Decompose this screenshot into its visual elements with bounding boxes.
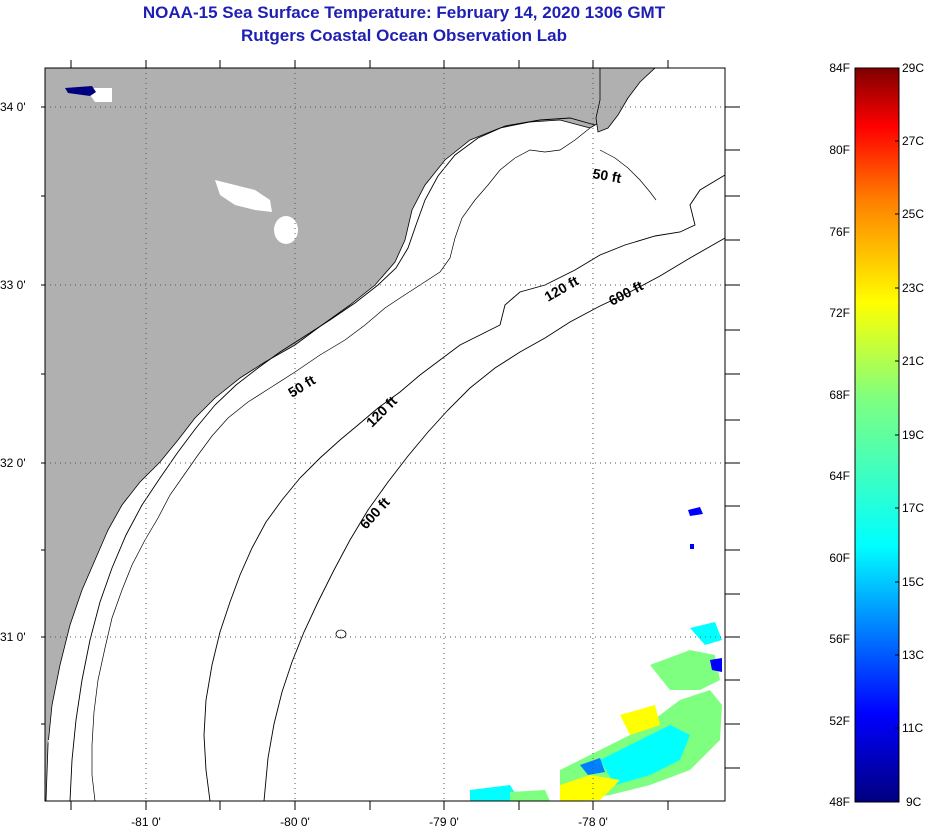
graticule <box>45 68 725 801</box>
coastline-detail <box>91 127 591 801</box>
colorbar-fahrenheit-labels: 84F 80F 76F 72F 68F 64F 60F 56F 52F 48F <box>829 61 850 809</box>
land-nodata-patch <box>48 738 72 755</box>
celsius-label: 11C <box>902 721 923 735</box>
colorbar-ticks <box>895 140 899 729</box>
fahrenheit-label: 52F <box>829 714 850 728</box>
fahrenheit-label: 48F <box>829 795 850 809</box>
contour-label: 50 ft <box>591 165 622 186</box>
lat-label: 32 0' <box>0 456 26 470</box>
fahrenheit-label: 68F <box>829 388 850 402</box>
celsius-label: 29C <box>902 61 924 75</box>
lon-label: -79 0' <box>429 815 459 829</box>
celsius-label: 25C <box>902 207 924 221</box>
lon-label: -78 0' <box>578 815 608 829</box>
celsius-label: 19C <box>902 428 924 442</box>
seamount-contour <box>335 629 347 639</box>
map-frame <box>44 67 726 802</box>
colorbar <box>854 67 900 803</box>
land-nodata-patch <box>215 180 272 212</box>
map-subtitle: Rutgers Coastal Ocean Observation Lab <box>241 26 567 45</box>
fahrenheit-label: 64F <box>829 469 850 483</box>
celsius-label: 21C <box>902 354 924 368</box>
celsius-label: 13C <box>902 648 924 662</box>
celsius-label: 15C <box>902 575 924 589</box>
contour-50ft <box>69 117 596 801</box>
fahrenheit-label: 84F <box>829 61 850 75</box>
lat-label: 34 0' <box>0 100 26 114</box>
lake-patch <box>274 216 298 244</box>
coastline-detail <box>599 149 657 201</box>
celsius-label: 17C <box>902 501 924 515</box>
celsius-label: 9C <box>906 795 922 809</box>
lon-label: -81 0' <box>131 815 161 829</box>
cape-fear-land <box>595 68 656 133</box>
celsius-label: 27C <box>902 134 924 148</box>
sst-cold-patch <box>65 86 96 96</box>
sst-data-patches <box>470 507 722 801</box>
axis-ticks <box>41 60 740 810</box>
fahrenheit-label: 76F <box>829 225 850 239</box>
lon-label: -80 0' <box>280 815 310 829</box>
fahrenheit-label: 56F <box>829 632 850 646</box>
lat-label: 33 0' <box>0 278 26 292</box>
fahrenheit-label: 80F <box>829 143 850 157</box>
lat-label: 31 0' <box>0 630 26 644</box>
contour-120ft <box>203 174 725 801</box>
map-title: NOAA-15 Sea Surface Temperature: Februar… <box>142 3 666 22</box>
land-mass <box>45 68 656 801</box>
fahrenheit-label: 72F <box>829 306 850 320</box>
fahrenheit-label: 60F <box>829 551 850 565</box>
colorbar-celsius-labels: 29C 27C 25C 23C 21C 19C 17C 15C 13C 11C … <box>902 61 924 809</box>
celsius-label: 23C <box>902 281 924 295</box>
contour-600ft <box>263 237 725 801</box>
